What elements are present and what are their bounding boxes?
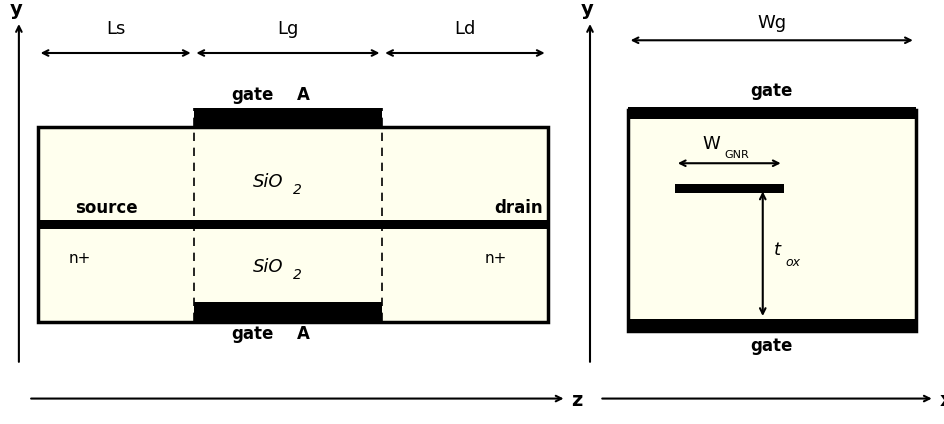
Text: y: y [581, 0, 594, 19]
Text: A: A [297, 325, 311, 343]
Text: SiO: SiO [253, 258, 283, 276]
Text: t: t [774, 240, 781, 259]
Bar [194, 302, 382, 321]
Bar [38, 127, 548, 322]
Text: 2: 2 [293, 268, 301, 282]
Text: 2: 2 [293, 183, 301, 197]
Text: Lg: Lg [278, 20, 298, 38]
Text: y: y [9, 0, 23, 19]
Text: ox: ox [785, 256, 801, 269]
Text: source: source [76, 199, 138, 217]
Bar [628, 110, 916, 331]
Text: n+: n+ [69, 251, 92, 266]
Text: SiO: SiO [253, 173, 283, 191]
Text: Wg: Wg [757, 14, 786, 32]
Text: gate: gate [231, 325, 274, 343]
Text: A: A [297, 86, 311, 104]
Bar [38, 220, 548, 229]
Text: x: x [939, 391, 944, 410]
Text: W: W [702, 135, 719, 153]
Text: z: z [571, 391, 582, 410]
Text: n+: n+ [484, 251, 507, 266]
Bar [194, 108, 382, 127]
Text: Ld: Ld [454, 20, 476, 38]
Text: gate: gate [750, 83, 793, 100]
Text: gate: gate [750, 337, 793, 355]
Bar [675, 184, 784, 193]
Bar [628, 107, 916, 119]
Bar [628, 319, 916, 331]
Text: GNR: GNR [725, 150, 750, 160]
Text: Ls: Ls [106, 20, 126, 38]
Text: gate: gate [231, 86, 274, 104]
Text: drain: drain [494, 199, 543, 217]
